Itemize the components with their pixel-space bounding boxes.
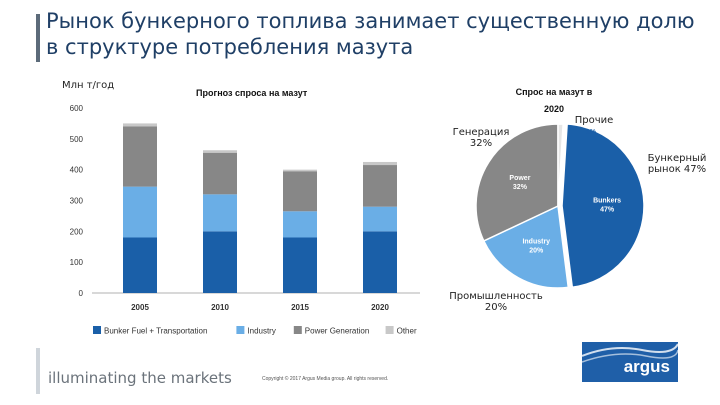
annotation-generation: Генерация 32% <box>452 127 510 149</box>
pie-slice-other <box>557 124 564 207</box>
unit-label: Млн т/год <box>62 80 115 91</box>
bar-segment-other <box>203 150 237 153</box>
bar-segment-power-generation <box>203 152 237 195</box>
pie-slice-value: 47% <box>600 206 615 213</box>
title-accent-bar <box>36 14 40 62</box>
x-tick-label: 2010 <box>211 303 229 312</box>
pie-slice-label: Industry <box>522 239 550 246</box>
bar-segment-industry <box>203 194 237 232</box>
pie-slice-label: Bunkers <box>593 197 621 204</box>
y-tick-label: 600 <box>70 104 84 113</box>
bar-segment-industry <box>363 206 397 232</box>
pie-chart-title: Спрос на мазут в 2020 <box>515 87 593 114</box>
legend-label: Industry <box>247 327 275 336</box>
pie-slice-power <box>475 124 559 242</box>
bar-chart: 0 100 200 300 400 500 600 2005 2010 2015 2020 Bunke… <box>70 104 420 336</box>
y-tick-label: 500 <box>70 135 84 144</box>
bar-chart-title: Прогноз спроса на мазут <box>196 88 308 98</box>
bar-segment-other <box>123 123 157 127</box>
pie-slice-value: 1% <box>586 129 597 136</box>
bar-segment-bunker-fuel-transportation <box>123 237 157 293</box>
bar-segment-bunker-fuel-transportation <box>363 231 397 293</box>
bar-segment-power-generation <box>283 171 317 212</box>
x-tick-label: 2005 <box>131 303 149 312</box>
annotation-bunker: Бункерный рынок 47% <box>647 153 707 175</box>
pie-slice-value: 20% <box>529 248 544 255</box>
slide-title: Рынок бункерного топлива занимает сущест… <box>46 9 695 59</box>
copyright: Copyright © 2017 Argus Media group. All … <box>262 376 389 382</box>
bar-segment-power-generation <box>123 126 157 187</box>
y-tick-label: 300 <box>70 197 84 206</box>
y-tick-label: 100 <box>70 258 84 267</box>
legend-label: Power Generation <box>305 327 369 336</box>
bar-segment-industry <box>123 186 157 238</box>
argus-logo: argus <box>582 342 678 382</box>
logo-wave-icon <box>582 343 678 363</box>
bar-segment-other <box>363 161 397 166</box>
x-tick-label: 2020 <box>371 303 389 312</box>
footer-accent-bar <box>36 348 40 394</box>
annotation-industry: Промышленность 20% <box>449 291 543 313</box>
y-tick-label: 200 <box>70 227 84 236</box>
bar-segment-industry <box>283 211 317 238</box>
bar-segment-bunker-fuel-transportation <box>203 231 237 293</box>
legend-swatch <box>385 326 394 334</box>
y-tick-label: 400 <box>70 166 84 175</box>
tagline: illuminating the markets <box>48 369 232 387</box>
legend-label: Bunker Fuel + Transportation <box>104 327 207 336</box>
legend-label: Other <box>397 327 417 336</box>
bar-segment-other <box>283 169 317 172</box>
pie-chart: Bunkers 47% Industry 20% Power 32% 1% <box>475 124 645 289</box>
annotation-other: Прочие <box>574 115 614 126</box>
bar-segment-bunker-fuel-transportation <box>283 237 317 293</box>
legend-swatch <box>236 326 245 334</box>
y-tick-label: 0 <box>79 289 84 298</box>
logo-text: argus <box>623 357 670 376</box>
legend-swatch <box>93 326 101 334</box>
pie-slice-industry <box>482 204 570 289</box>
pie-slice-bunkers <box>561 124 645 289</box>
x-tick-label: 2015 <box>291 303 309 312</box>
pie-slice-label: Power <box>509 175 530 182</box>
legend-swatch <box>293 326 302 334</box>
bar-segment-power-generation <box>363 165 397 207</box>
pie-slice-value: 32% <box>513 184 528 191</box>
